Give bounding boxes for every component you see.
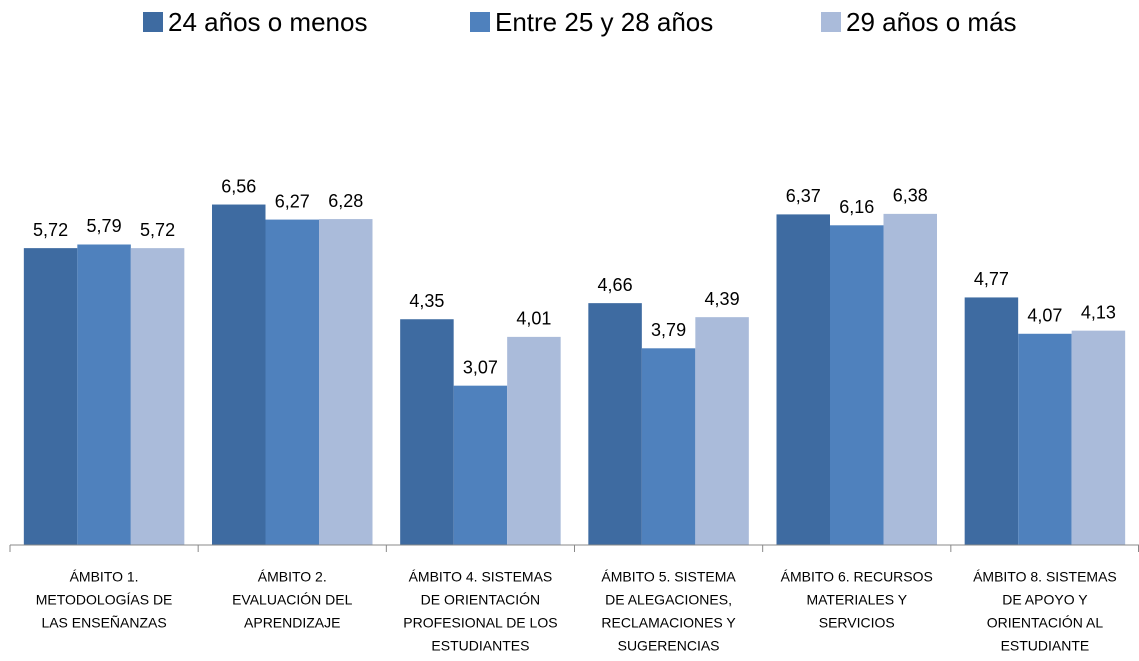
x-tick-label: DE APOYO Y [1002,592,1088,608]
x-tick-label: EVALUACIÓN DEL [232,592,353,608]
x-tick-label: ESTUDIANTE [1001,638,1090,654]
value-label: 5,79 [87,216,122,236]
value-label: 5,72 [140,220,175,240]
bar [212,204,266,545]
value-label: 3,79 [651,320,686,340]
bar [588,303,642,545]
bar [130,248,185,545]
x-tick-label: ÁMBITO 8. SISTEMAS [973,569,1117,585]
x-tick-label: ÁMBITO 6. RECURSOS [781,569,933,585]
bar [319,219,373,545]
value-label: 4,77 [974,269,1009,289]
legend-label: 24 años o menos [168,7,367,37]
value-label: 4,07 [1027,306,1062,326]
x-tick-label: ÁMBITO 1. [70,569,139,585]
bar [695,317,749,545]
x-tick-label: ÁMBITO 5. SISTEMA [601,569,736,585]
bar [830,225,884,545]
value-label: 6,56 [221,176,256,196]
bar [776,214,830,545]
bar [641,348,696,545]
x-tick-label: MATERIALES Y [806,592,907,608]
legend-swatch [821,12,841,32]
value-label: 6,27 [275,191,310,211]
bar [453,385,508,545]
value-label: 4,01 [516,309,551,329]
value-label: 4,66 [598,275,633,295]
bar [265,219,319,545]
x-tick-label: ÁMBITO 2. [258,569,327,585]
bar [964,297,1019,545]
legend-swatch [143,12,163,32]
value-label: 3,07 [463,357,498,377]
x-tick-label: ÁMBITO 4. SISTEMAS [409,569,553,585]
legend-swatch [470,12,490,32]
bar [883,213,937,546]
bar [1018,333,1072,545]
x-tick-label: PROFESIONAL DE LOS [403,615,557,631]
x-tick-label: RECLAMACIONES Y [601,615,736,631]
legend-label: Entre 25 y 28 años [495,7,713,37]
bar [1071,330,1126,545]
bar [507,336,561,545]
x-tick-label: ESTUDIANTES [431,638,529,654]
x-tick-label: LAS ENSEÑANZAS [41,615,166,631]
value-label: 4,39 [705,289,740,309]
x-tick-label: ORIENTACIÓN AL [987,615,1104,631]
value-label: 5,72 [33,220,68,240]
value-label: 6,38 [893,186,928,206]
value-label: 6,28 [328,191,363,211]
x-tick-label: SUGERENCIAS [618,638,720,654]
bar [23,248,78,545]
bar [77,244,131,545]
x-tick-label: SERVICIOS [819,615,895,631]
x-tick-label: DE ALEGACIONES, [605,592,732,608]
value-label: 6,16 [839,197,874,217]
value-label: 4,13 [1081,302,1116,322]
value-label: 6,37 [786,186,821,206]
value-label: 4,35 [409,291,444,311]
legend-label: 29 años o más [846,7,1017,37]
x-tick-label: METODOLOGÍAS DE [36,592,173,608]
x-tick-label: APRENDIZAJE [244,615,340,631]
x-tick-label: DE ORIENTACIÓN [421,592,541,608]
bar [400,319,454,545]
